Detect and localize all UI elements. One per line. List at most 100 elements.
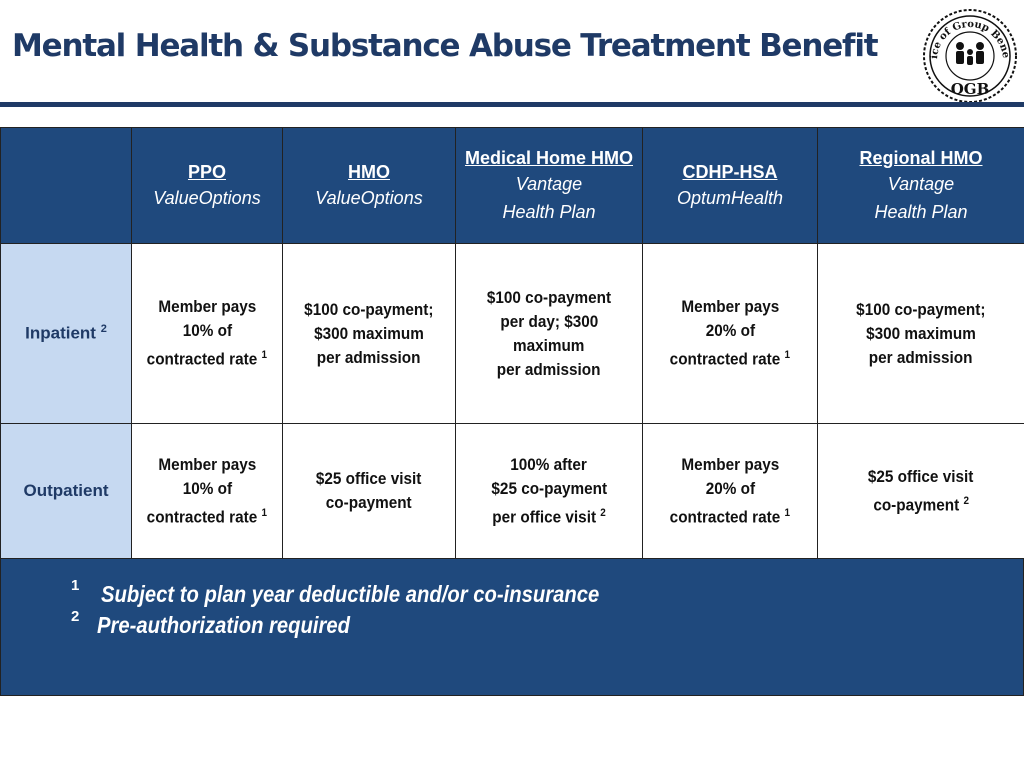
cell-line: $100 co-payment; bbox=[287, 298, 451, 322]
logo-initials: OGB bbox=[951, 80, 990, 98]
cell-line: Member pays bbox=[647, 453, 813, 477]
benefit-cell: Member pays 10% of contracted rate 1 bbox=[131, 243, 283, 424]
benefit-cell: $100 co-payment; $300 maximum per admissio… bbox=[282, 243, 456, 424]
benefit-cell: 100% after $25 co-payment per office visit… bbox=[455, 423, 643, 559]
benefit-table: PPO ValueOptions HMO ValueOptions Medical … bbox=[0, 127, 1024, 559]
title-rule bbox=[0, 102, 1024, 107]
cell-text: $25 office visit bbox=[868, 466, 974, 486]
cell-line: 10% of bbox=[136, 319, 278, 343]
column-header: Regional HMO Vantage Health Plan bbox=[817, 127, 1024, 244]
row-label-text: Outpatient bbox=[23, 481, 109, 500]
benefit-cell: Member pays 20% of contracted rate 1 bbox=[642, 423, 818, 559]
cell-text: 100% after bbox=[510, 454, 588, 474]
cell-text: Member pays bbox=[158, 297, 256, 317]
cell-text: 10% of bbox=[182, 321, 232, 341]
cell-line: 20% of bbox=[647, 477, 813, 501]
cell-line: contracted rate 1 bbox=[136, 343, 278, 372]
footnote-text: Pre-authorization required bbox=[97, 612, 351, 638]
ogb-seal-icon: Office of Group Benefits OGB bbox=[922, 8, 1017, 103]
cell-line: $25 co-payment bbox=[460, 477, 638, 501]
vendor-name: Health Plan bbox=[502, 201, 596, 222]
cell-line: per day; $300 bbox=[460, 310, 638, 334]
footnote-ref: 1 bbox=[261, 349, 268, 362]
plan-name: CDHP-HSA bbox=[682, 161, 778, 182]
benefit-cell: $100 co-payment; $300 maximum per admissio… bbox=[817, 243, 1024, 424]
cell-line: co-payment bbox=[287, 491, 451, 515]
column-header: CDHP-HSA OptumHealth bbox=[642, 127, 818, 244]
cell-line: Member pays bbox=[136, 453, 278, 477]
cell-line: contracted rate 1 bbox=[647, 501, 813, 530]
row-label-text: Inpatient bbox=[25, 323, 96, 343]
cell-text: Member pays bbox=[681, 454, 779, 474]
cell-line: 10% of bbox=[136, 477, 278, 501]
cell-text: $25 co-payment bbox=[491, 478, 607, 498]
benefit-cell: Member pays 10% of contracted rate 1 bbox=[131, 423, 283, 559]
cell-line: co-payment 2 bbox=[822, 489, 1020, 518]
column-header: PPO ValueOptions bbox=[131, 127, 283, 244]
footnotes-panel: 1 Subject to plan year deductible and/or… bbox=[0, 558, 1024, 696]
cell-text: $300 maximum bbox=[314, 323, 424, 343]
cell-text: co-payment bbox=[326, 493, 412, 512]
cell-text: contracted rate 1 bbox=[146, 349, 268, 369]
footnote-ref: 1 bbox=[784, 349, 791, 362]
cell-text: 20% of bbox=[705, 478, 755, 498]
cell-text: contracted rate 1 bbox=[669, 506, 791, 527]
footnote-ref: 2 bbox=[100, 323, 107, 336]
cell-line: per admission bbox=[287, 346, 451, 370]
footnote-ref: 1 bbox=[784, 506, 791, 519]
cell-text: $100 co-payment; bbox=[856, 299, 986, 319]
benefit-cell: $25 office visit co-payment 2 bbox=[817, 423, 1024, 559]
vendor-name: Vantage bbox=[887, 173, 955, 194]
cell-text: maximum bbox=[513, 335, 585, 355]
footnote-1: 1 Subject to plan year deductible and/or… bbox=[71, 577, 667, 608]
row-label: Inpatient 2 bbox=[0, 243, 132, 424]
cell-text: Member pays bbox=[158, 454, 256, 474]
cell-line: per office visit 2 bbox=[460, 501, 638, 530]
row-label: Outpatient bbox=[0, 423, 132, 559]
vendor-name: ValueOptions bbox=[153, 187, 261, 208]
plan-name: PPO bbox=[187, 161, 226, 182]
benefit-cell: $100 co-payment per day; $300 maximum per a… bbox=[455, 243, 643, 424]
cell-line: Member pays bbox=[647, 295, 813, 319]
cell-text: 20% of bbox=[705, 321, 755, 341]
cell-line: $300 maximum bbox=[287, 322, 451, 346]
cell-line: contracted rate 1 bbox=[136, 501, 278, 530]
footnote-text: Subject to plan year deductible and/or c… bbox=[101, 581, 600, 607]
family-icon bbox=[956, 42, 984, 65]
corner-cell bbox=[0, 127, 132, 244]
cell-text: per admission bbox=[869, 347, 973, 367]
footnote-ref: 2 bbox=[600, 506, 606, 519]
cell-text: $100 co-payment; bbox=[304, 299, 434, 319]
cell-text: per office visit 2 bbox=[492, 506, 606, 527]
cell-line: 100% after bbox=[460, 453, 638, 477]
cell-text: co-payment 2 bbox=[873, 494, 969, 515]
page-title: Mental Health & Substance Abuse Treatmen… bbox=[12, 28, 879, 64]
plan-name: HMO bbox=[348, 161, 390, 182]
cell-text: contracted rate 1 bbox=[146, 506, 268, 527]
cell-text: per admission bbox=[497, 359, 601, 379]
table-row-inpatient: Inpatient 2 Member pays 10% of contracted … bbox=[0, 243, 1024, 424]
cell-line: per admission bbox=[822, 346, 1020, 370]
benefit-cell: $25 office visit co-payment bbox=[282, 423, 456, 559]
cell-line: 20% of bbox=[647, 319, 813, 343]
footnote-number: 1 bbox=[71, 577, 80, 594]
cell-text: $300 maximum bbox=[866, 323, 976, 343]
cell-line: $25 office visit bbox=[287, 467, 451, 491]
table-row-outpatient: Outpatient Member pays 10% of contracted r… bbox=[0, 423, 1024, 559]
cell-text: per day; $300 bbox=[500, 311, 598, 331]
cell-text: contracted rate 1 bbox=[669, 349, 791, 369]
vendor-name: Vantage bbox=[515, 173, 583, 194]
footnote-ref: 1 bbox=[261, 506, 268, 519]
plan-name: Regional HMO bbox=[859, 147, 983, 168]
cell-line: $300 maximum bbox=[822, 322, 1020, 346]
footnote-number: 2 bbox=[71, 608, 80, 625]
cell-text: Member pays bbox=[681, 297, 779, 317]
cell-line: Member pays bbox=[136, 295, 278, 319]
column-header: Medical Home HMO Vantage Health Plan bbox=[455, 127, 643, 244]
vendor-name: Health Plan bbox=[874, 201, 968, 222]
cell-text: $25 office visit bbox=[316, 469, 422, 488]
cell-text: per admission bbox=[317, 347, 421, 367]
cell-line: $25 office visit bbox=[822, 465, 1020, 489]
benefit-cell: Member pays 20% of contracted rate 1 bbox=[642, 243, 818, 424]
column-header: HMO ValueOptions bbox=[282, 127, 456, 244]
